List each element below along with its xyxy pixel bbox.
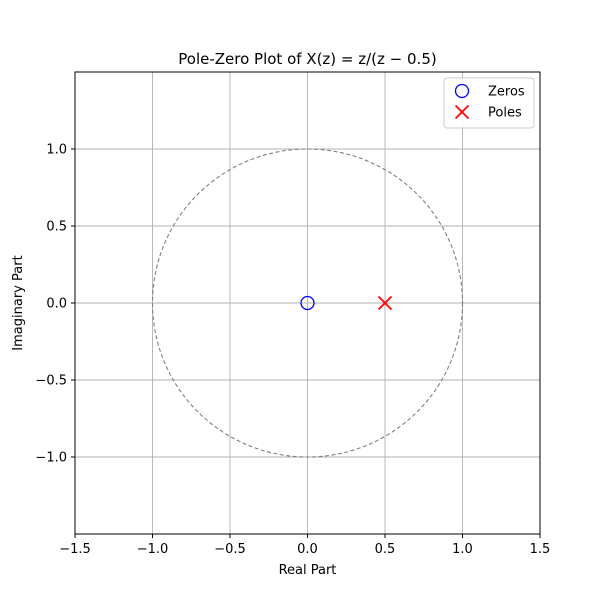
y-tick-label: 1.0 [46,143,67,158]
y-axis-ticks: −1.0 −0.5 0.0 0.5 1.0 [35,143,75,466]
y-tick-label: −0.5 [35,374,67,389]
x-tick-label: 1.5 [530,542,551,557]
pole-marker [377,295,393,311]
x-tick-label: 0.0 [297,542,318,557]
x-tick-label: −1.5 [59,542,91,557]
legend: Zeros Poles [443,77,535,129]
y-tick-label: 0.5 [46,220,67,235]
grid [74,72,541,534]
x-axis-label: Real Part [279,563,337,578]
unit-circle [151,148,464,458]
legend-pole-stroke [454,104,470,120]
legend-zero-marker [454,83,470,99]
legend-pole-marker [454,104,470,120]
data-points [300,295,393,311]
x-tick-label: −0.5 [214,542,246,557]
unit-circle-layer [151,148,464,458]
x-tick-label: 0.5 [375,542,396,557]
zero-marker [300,295,315,311]
y-tick-label: 0.0 [46,297,67,312]
legend-label: Zeros [488,85,525,100]
pole-marker-stroke [377,295,393,311]
y-tick-label: −1.0 [35,451,67,466]
legend-label: Poles [488,106,522,121]
x-tick-label: −1.0 [137,542,169,557]
chart-title: Pole-Zero Plot of X(z) = z/(z − 0.5) [178,50,436,68]
y-axis-label: Imaginary Part [11,255,26,350]
x-tick-label: 1.0 [452,542,473,557]
x-axis-ticks: −1.5 −1.0 −0.5 0.0 0.5 1.0 1.5 [59,534,550,557]
